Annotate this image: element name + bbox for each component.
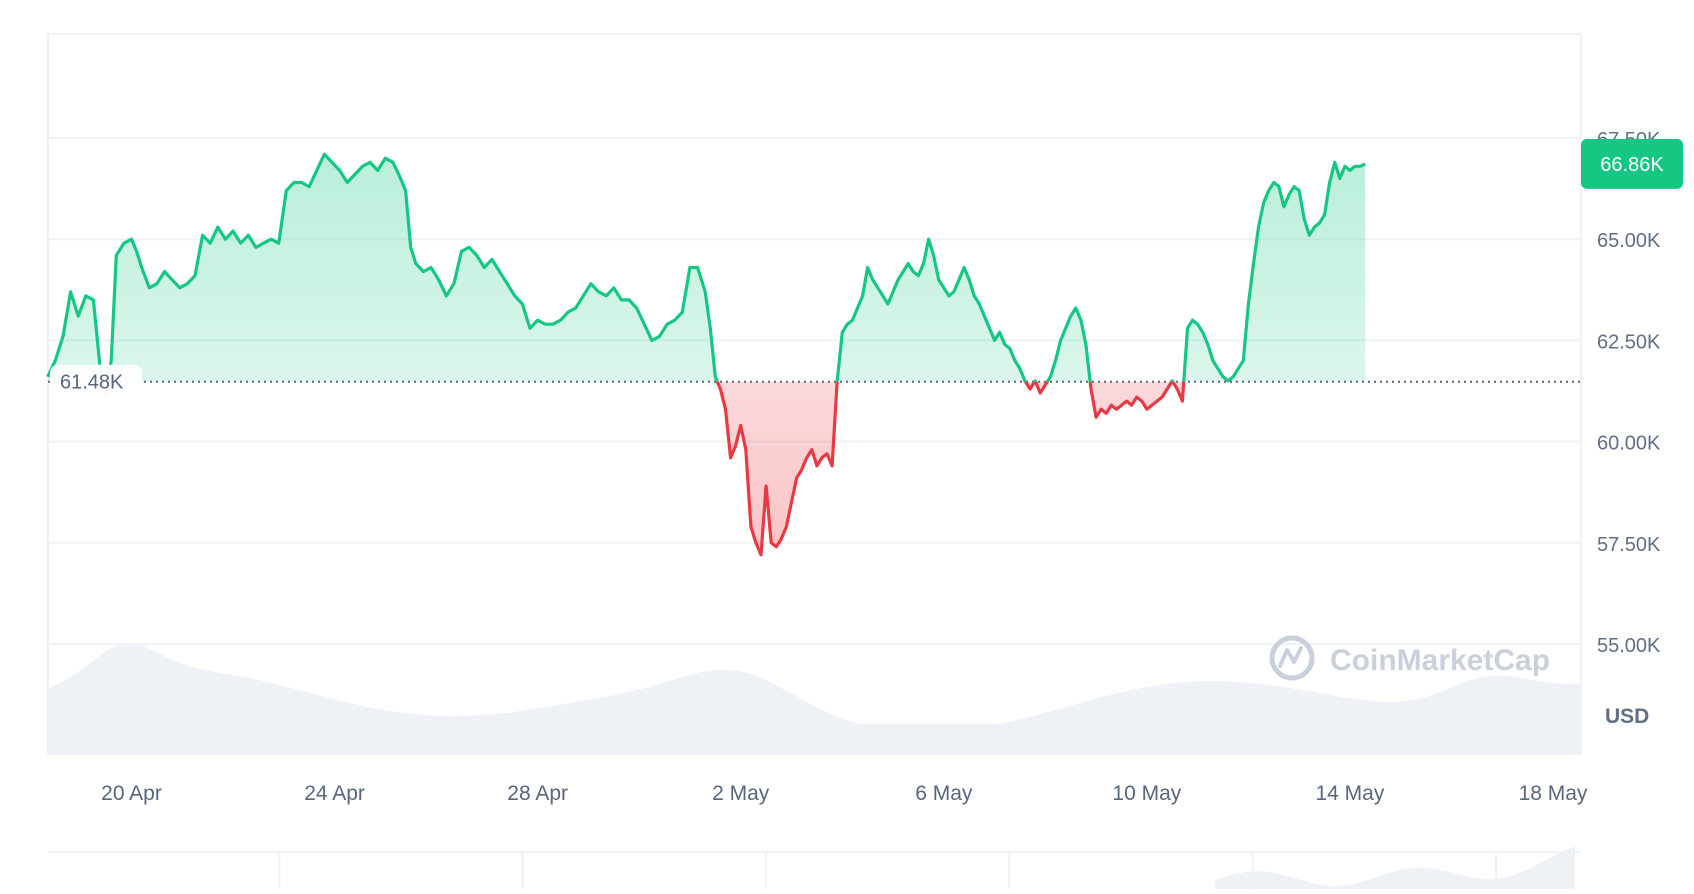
x-tick-label: 18 May: [1519, 782, 1588, 805]
x-axis-labels: 20 Apr 24 Apr 28 Apr 2 May 6 May 10 May 14 May…: [101, 782, 1588, 805]
x-tick-label: 10 May: [1112, 782, 1181, 805]
coinmarketcap-logo-icon-mark: [1278, 646, 1303, 668]
y-tick-label: 57.50K: [1597, 534, 1661, 556]
coinmarketcap-logo-icon: [1269, 635, 1315, 681]
y-tick-label: 55.00K: [1597, 635, 1661, 657]
x-tick-label: 28 Apr: [507, 782, 568, 805]
area-fill-above-baseline: [48, 154, 1366, 382]
range-navigator[interactable]: [48, 846, 1581, 889]
current-price-tag: 66.86K: [1581, 138, 1683, 189]
y-tick-label: 60.00K: [1597, 433, 1661, 455]
y-tick-label: 62.50K: [1597, 331, 1661, 353]
watermark-text: CoinMarketCap: [1330, 644, 1550, 677]
x-tick-label: 2 May: [712, 782, 770, 805]
price-line-above-baseline: [46, 152, 1366, 382]
currency-label: USD: [1605, 705, 1649, 728]
y-tick-label: 65.00K: [1597, 230, 1661, 252]
volume-area: [48, 643, 1581, 754]
watermark: CoinMarketCap: [1269, 635, 1550, 681]
navigator-sparkline: [1215, 846, 1575, 889]
x-tick-label: 24 Apr: [304, 782, 365, 805]
baseline-price-tag-background: [50, 364, 142, 399]
current-price-tag-background: [1581, 138, 1683, 189]
price-line-below-baseline: [100, 381, 1230, 557]
current-price-label: 66.86K: [1600, 154, 1664, 176]
navigator-handle[interactable]: [1563, 856, 1575, 889]
x-tick-label: 14 May: [1315, 782, 1384, 805]
x-tick-label: 6 May: [915, 782, 973, 805]
x-tick-label: 20 Apr: [101, 782, 162, 805]
baseline-price-label: 61.48K: [60, 372, 124, 394]
baseline-price-tag: 61.48K: [50, 364, 142, 399]
